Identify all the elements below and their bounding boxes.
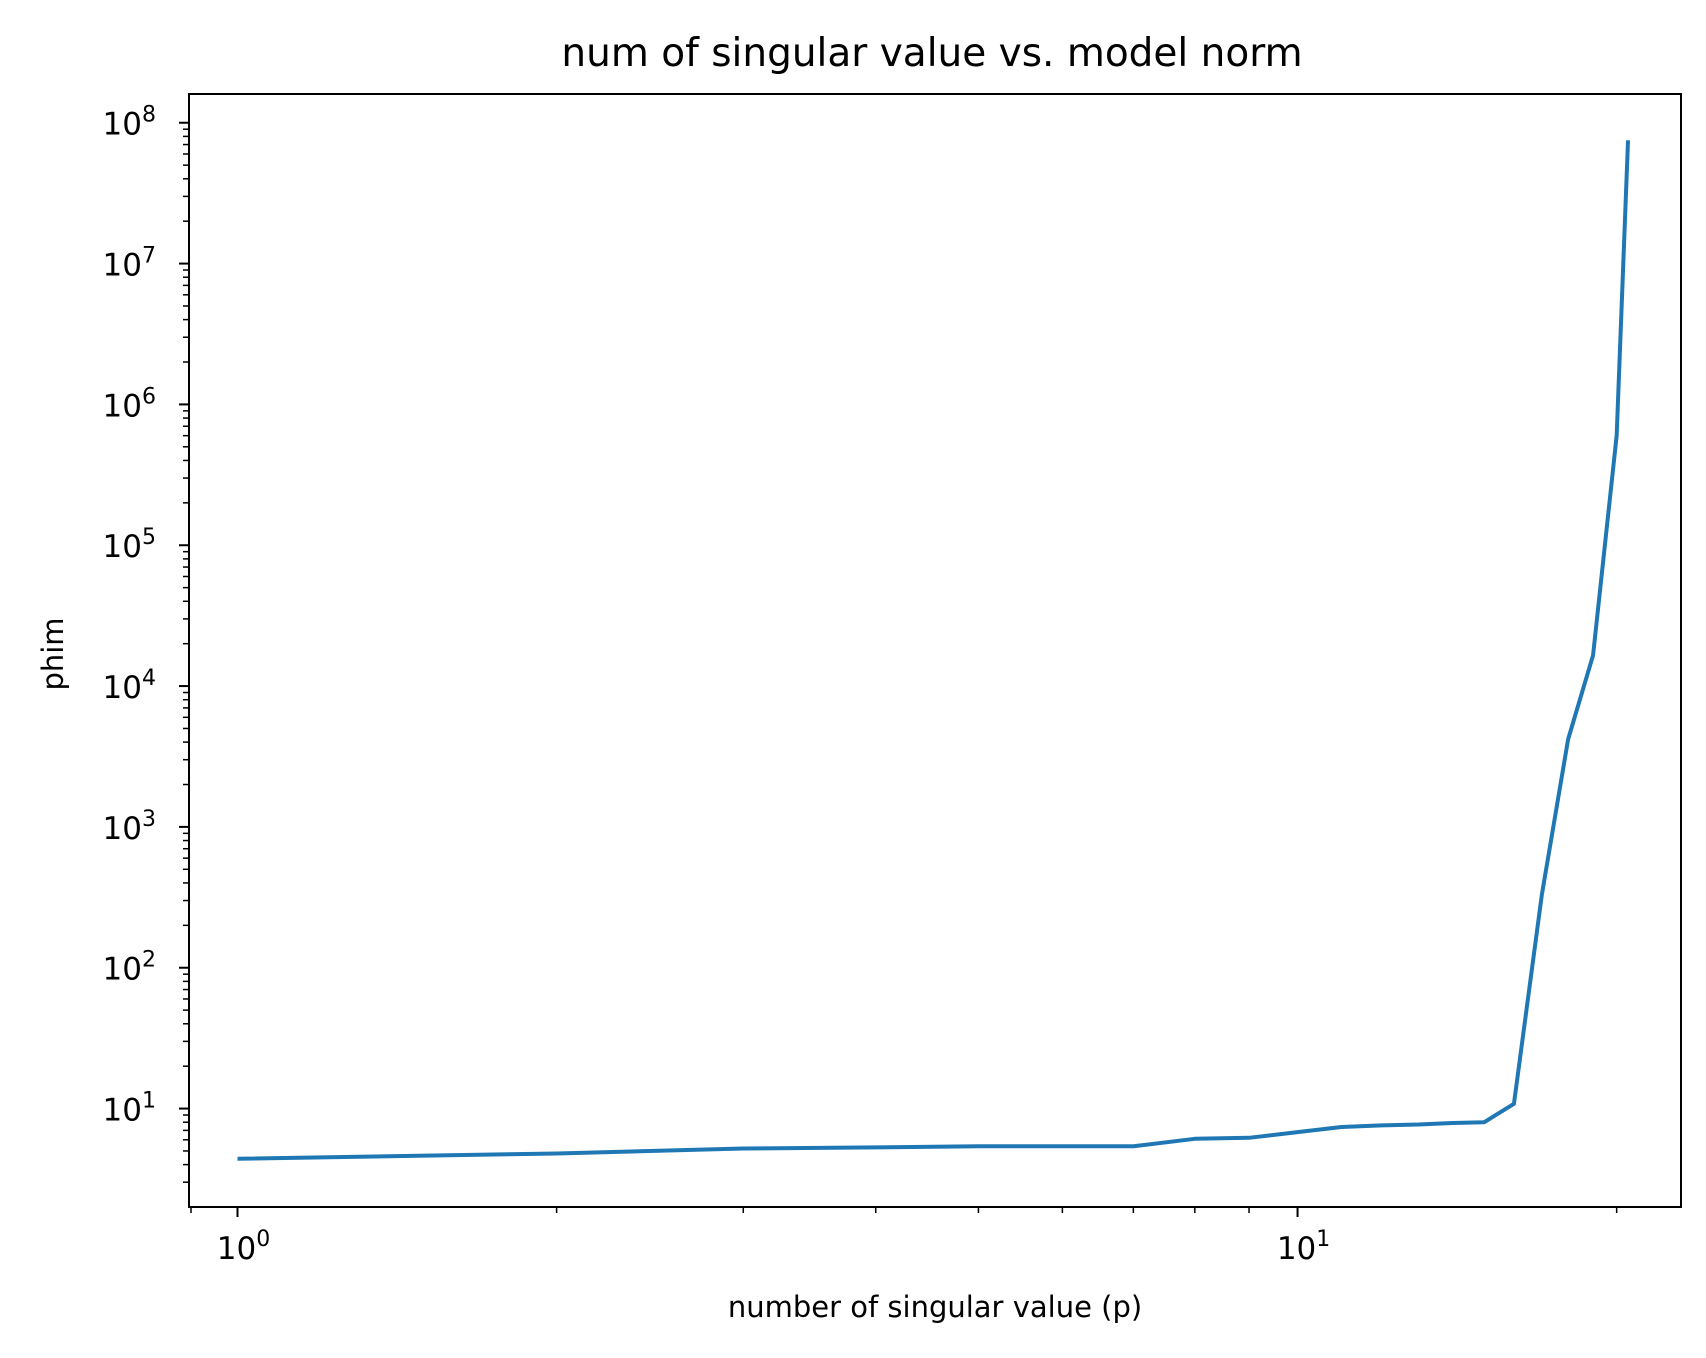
y-tick-label: 101 xyxy=(103,1089,156,1129)
y-tick-label: 104 xyxy=(103,666,156,706)
y-axis-label: phim xyxy=(36,617,70,690)
x-axis-label: number of singular value (p) xyxy=(728,1290,1142,1324)
y-tick-label: 108 xyxy=(103,103,156,143)
series-line-0 xyxy=(237,140,1631,1161)
plot-area xyxy=(237,140,1631,1161)
tick-layer: 100 101 101 102 103 104 105 106 107 108 xyxy=(103,103,1618,1267)
y-tick-label: 106 xyxy=(103,384,156,424)
axes-frame xyxy=(188,93,1682,1208)
x-tick-label: 101 xyxy=(1277,1227,1330,1267)
y-tick-label: 102 xyxy=(103,948,156,988)
y-tick-label: 105 xyxy=(103,525,156,565)
chart-title: num of singular value vs. model norm xyxy=(561,31,1302,76)
x-tick-label: 100 xyxy=(217,1227,270,1267)
y-tick-label: 103 xyxy=(103,807,156,847)
y-tick-label: 107 xyxy=(103,244,156,284)
